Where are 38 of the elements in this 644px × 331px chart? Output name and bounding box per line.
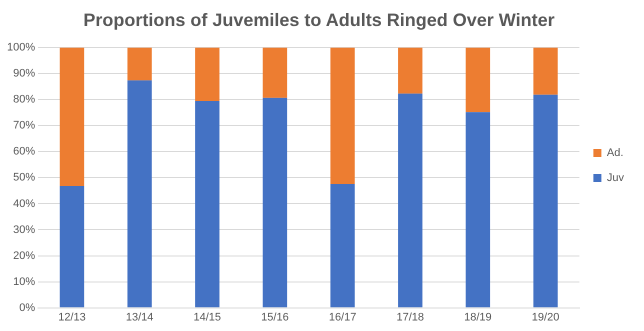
y-tick-label: 50% xyxy=(13,172,36,184)
legend-label: Juv xyxy=(606,172,624,184)
bar xyxy=(262,98,288,308)
x-tick-label: 17/18 xyxy=(396,311,424,324)
bar xyxy=(127,48,152,80)
bar xyxy=(330,48,355,184)
bar xyxy=(60,186,84,308)
x-tick-label: 13/14 xyxy=(126,311,154,324)
y-tick-label: 90% xyxy=(13,68,36,80)
y-tick-label: 0% xyxy=(19,302,36,314)
bar xyxy=(466,48,490,112)
y-tick-label: 80% xyxy=(13,94,36,106)
y-tick-label: 10% xyxy=(13,276,36,288)
y-tick-label: 60% xyxy=(13,146,36,158)
y-tick-label: 20% xyxy=(13,250,36,262)
y-tick-label: 40% xyxy=(13,198,36,210)
y-tick-label: 30% xyxy=(13,224,36,236)
x-tick-label: 16/17 xyxy=(328,311,356,324)
y-tick-label: 70% xyxy=(13,120,36,132)
x-tick-label: 14/15 xyxy=(194,311,222,324)
y-tick-label: 100% xyxy=(6,42,36,54)
bar xyxy=(262,48,288,98)
bar xyxy=(398,48,422,94)
bar xyxy=(60,48,84,186)
bar xyxy=(533,48,558,95)
bar xyxy=(195,100,220,308)
x-tick-label: 19/20 xyxy=(532,311,560,324)
bar xyxy=(466,112,490,308)
x-tick-label: 12/13 xyxy=(58,311,86,324)
bar xyxy=(398,94,422,308)
x-tick-label: 18/19 xyxy=(464,311,492,324)
bar xyxy=(533,94,558,308)
legend-label: Ad. xyxy=(606,147,624,160)
bar xyxy=(127,80,152,308)
bar xyxy=(195,48,220,101)
x-tick-label: 15/16 xyxy=(261,311,289,324)
bar xyxy=(330,184,355,308)
chart-title: Proportions of Juvemiles to Adults Ringed Over Winter xyxy=(83,10,555,30)
